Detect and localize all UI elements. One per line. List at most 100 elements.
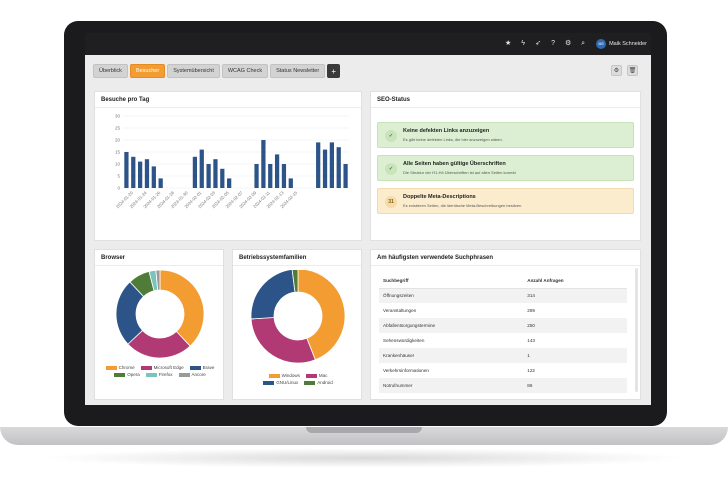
y-tick-label: 20 <box>115 138 121 143</box>
table-row[interactable]: Sehenswürdigkeiten 143 <box>379 333 627 348</box>
delete-button[interactable]: 🗑 <box>627 65 638 76</box>
bar <box>199 149 204 188</box>
keywords-table: Suchbegriff Anzahl Anfragen Öffnungszeit… <box>379 274 627 393</box>
pie-slice <box>297 270 346 361</box>
legend-item[interactable]: Chrome <box>105 365 135 370</box>
legend-swatch <box>268 373 280 378</box>
tab-wcag-check[interactable]: WCAG Check <box>221 64 269 78</box>
legend-swatch <box>304 380 316 385</box>
table-row[interactable]: Abfallentsorgungstermine 250 <box>379 318 627 333</box>
legend-label: Android <box>317 380 333 385</box>
legend-label: Opera <box>127 372 140 377</box>
pie-slice <box>155 270 161 291</box>
seo-item-description: Es existieren Seiten, die identische Met… <box>403 203 522 208</box>
cell-term: Krankenhäuser <box>379 348 524 363</box>
visits-title: Besuche pro Tag <box>101 97 150 103</box>
os-panel: Betriebssystemfamilien Windows Mac GNU/Lin… <box>232 249 362 400</box>
legend-swatch <box>305 373 317 378</box>
bar <box>268 164 273 188</box>
y-tick-label: 30 <box>115 114 121 119</box>
tab-overview[interactable]: Überblick <box>93 64 128 78</box>
legend-label: Brave <box>202 365 215 370</box>
cell-count: 289 <box>527 308 535 313</box>
keywords-panel: Am häufigsten verwendete Suchphrasen Suc… <box>370 249 641 400</box>
cell-count: 250 <box>523 318 627 333</box>
table-scrollbar[interactable] <box>635 268 638 392</box>
bar <box>213 159 218 188</box>
user-menu[interactable]: MS Maik Schneider <box>596 39 647 49</box>
cell-term: Veranstaltungen <box>383 308 417 313</box>
bar <box>316 142 321 188</box>
legend-label: GNU/Linux <box>276 380 299 385</box>
help-icon[interactable]: ? <box>551 40 556 47</box>
seo-status-item[interactable]: 31 Doppelte Meta-Descriptions Es existiere… <box>377 188 634 214</box>
bar <box>329 142 335 188</box>
y-tick-label: 0 <box>117 186 120 191</box>
legend-item[interactable]: Firefox <box>145 372 173 377</box>
cell-term: Verkehrsinformationen <box>383 368 429 373</box>
bar <box>343 164 348 188</box>
table-row[interactable]: Öffnungszeiten 314 <box>379 288 627 303</box>
legend-swatch <box>263 380 275 385</box>
seo-status-item[interactable]: ✓ Keine defekten Links anzuzeigen Es gibt … <box>377 122 634 148</box>
legend-item[interactable]: Windows <box>268 373 300 378</box>
rocket-icon[interactable]: ➶ <box>535 40 542 47</box>
panel-divider <box>371 265 640 266</box>
table-row[interactable]: Notrufnummer 86 <box>379 378 627 393</box>
legend-label: Chrome <box>118 365 135 370</box>
cell-term: Abfallentsorgungstermine <box>379 318 524 333</box>
legend-item[interactable]: Ancore <box>178 372 206 377</box>
bar <box>261 140 266 188</box>
panel-divider <box>371 107 640 108</box>
bar <box>336 147 341 188</box>
add-tab-button[interactable]: + <box>327 64 341 78</box>
table-header-row: Suchbegriff Anzahl Anfragen <box>379 274 627 289</box>
bar <box>220 168 225 188</box>
pie-slice <box>250 317 316 364</box>
settings-button[interactable]: ⚙ <box>611 65 622 76</box>
legend-item[interactable]: Android <box>304 380 333 385</box>
user-name: Maik Schneider <box>609 41 647 47</box>
y-tick-label: 5 <box>117 174 120 179</box>
bolt-icon[interactable]: ϟ <box>521 40 525 47</box>
browser-donut-chart <box>115 270 205 359</box>
seo-status-item[interactable]: ✓ Alle Seiten haben gültige Überschriften… <box>377 155 634 181</box>
seo-item-heading: Doppelte Meta-Descriptions <box>403 194 476 200</box>
table-row[interactable]: Verkehrsinformationen 122 <box>379 363 627 378</box>
bar <box>254 164 259 188</box>
browser-panel: Browser Chrome Microsoft Edge Brave Opera Fi… <box>94 249 224 400</box>
panel-divider <box>95 265 223 266</box>
browser-title: Browser <box>101 255 126 261</box>
cell-count: 143 <box>527 338 535 343</box>
os-legend: Windows Mac GNU/Linux Android <box>249 373 347 385</box>
pie-slice <box>159 270 205 347</box>
legend-item[interactable]: Brave <box>189 365 215 370</box>
trash-icon: 🗑 <box>628 68 637 74</box>
tab-newsletter-status[interactable]: Status Newsletter <box>270 64 326 78</box>
tab-visitors[interactable]: Besucher <box>129 64 166 78</box>
os-donut-chart <box>250 270 346 364</box>
keywords-title: Am häufigsten verwendete Suchphrasen <box>377 255 494 261</box>
legend-label: Microsoft Edge <box>153 365 184 370</box>
table-row[interactable]: Veranstaltungen 289 <box>379 303 627 318</box>
browser-legend: Chrome Microsoft Edge Brave Opera Firefox Anc… <box>101 365 219 377</box>
seo-item-description: Es gibt keine defekten Links, die hier a… <box>403 137 503 142</box>
legend-item[interactable]: GNU/Linux <box>263 380 298 385</box>
dashboard-screen: ★ ϟ ➶ ? ⚙ ⌕ MS Maik Schneider Überblick … <box>85 33 651 405</box>
table-row[interactable]: Krankenhäuser 1 <box>379 348 627 363</box>
legend-item[interactable]: Microsoft Edge <box>140 365 184 370</box>
avatar: MS <box>596 39 607 49</box>
legend-item[interactable]: Opera <box>114 372 140 377</box>
search-icon[interactable]: ⌕ <box>581 40 586 47</box>
tab-system-overview[interactable]: Systemübersicht <box>167 64 220 78</box>
seo-panel: SEO-Status ✓ Keine defekten Links anzuzei… <box>370 91 641 241</box>
bar <box>124 152 129 188</box>
seo-item-description: Die Struktur der H1-H4 Überschriften ist… <box>403 170 516 175</box>
check-icon: ✓ <box>385 163 397 175</box>
legend-item[interactable]: Mac <box>305 373 327 378</box>
cell-count: 314 <box>523 288 627 303</box>
gear-icon[interactable]: ⚙ <box>564 40 572 47</box>
cell-count: 122 <box>527 368 535 373</box>
count-badge: 31 <box>385 196 397 208</box>
star-icon[interactable]: ★ <box>504 40 512 47</box>
